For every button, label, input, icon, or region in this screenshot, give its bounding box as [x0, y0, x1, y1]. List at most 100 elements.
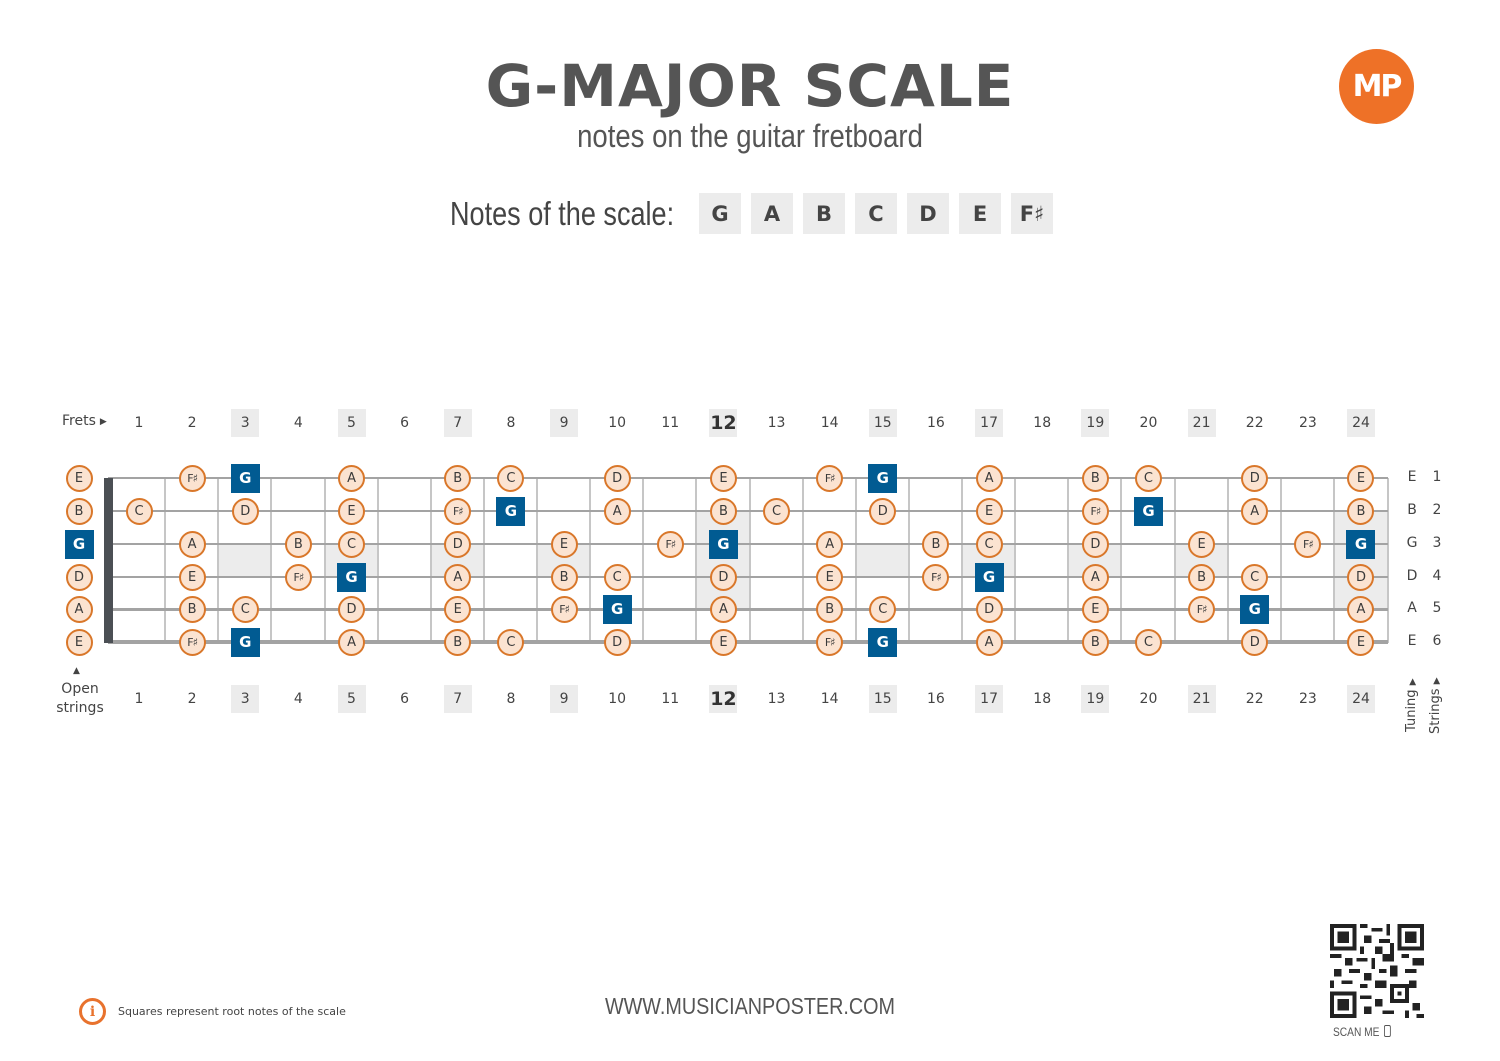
- scale-notes-label: Notes of the scale:: [450, 194, 675, 232]
- note-circle[interactable]: C: [1134, 464, 1162, 492]
- note-circle[interactable]: E: [178, 563, 206, 591]
- note-circle[interactable]: C: [231, 595, 259, 623]
- note-circle[interactable]: D: [975, 595, 1003, 623]
- note-circle[interactable]: B: [65, 497, 93, 525]
- fret-number: 20: [1139, 415, 1158, 431]
- note-circle[interactable]: A: [1081, 563, 1109, 591]
- note-circle[interactable]: D: [709, 563, 737, 591]
- note-circle[interactable]: B: [444, 464, 472, 492]
- note-circle[interactable]: E: [1188, 530, 1216, 558]
- note-circle[interactable]: C: [763, 497, 791, 525]
- scale-notes-row: Notes of the scale: G A B C D E F♯: [450, 193, 1053, 234]
- note-circle[interactable]: B: [816, 595, 844, 623]
- note-circle[interactable]: B: [709, 497, 737, 525]
- note-circle[interactable]: A: [1347, 595, 1375, 623]
- note-circle[interactable]: F♯: [178, 464, 206, 492]
- note-circle[interactable]: A: [975, 464, 1003, 492]
- note-circle[interactable]: D: [1347, 563, 1375, 591]
- root-note-square[interactable]: G: [602, 594, 632, 624]
- note-circle[interactable]: E: [65, 628, 93, 656]
- note-circle[interactable]: F♯: [922, 563, 950, 591]
- note-circle[interactable]: B: [444, 628, 472, 656]
- note-circle[interactable]: A: [975, 628, 1003, 656]
- note-circle[interactable]: D: [603, 628, 631, 656]
- note-circle[interactable]: B: [550, 563, 578, 591]
- note-circle[interactable]: D: [338, 595, 366, 623]
- note-circle[interactable]: E: [975, 497, 1003, 525]
- root-note-square[interactable]: G: [1346, 529, 1376, 559]
- note-circle[interactable]: B: [178, 595, 206, 623]
- note-circle[interactable]: E: [1347, 628, 1375, 656]
- note-circle[interactable]: C: [497, 628, 525, 656]
- note-circle[interactable]: D: [65, 563, 93, 591]
- root-note-square[interactable]: G: [337, 562, 367, 592]
- note-circle[interactable]: F♯: [178, 628, 206, 656]
- brand-logo[interactable]: MP: [1339, 49, 1414, 124]
- note-circle[interactable]: B: [1188, 563, 1216, 591]
- note-circle[interactable]: D: [869, 497, 897, 525]
- note-circle[interactable]: A: [816, 530, 844, 558]
- note-circle[interactable]: C: [869, 595, 897, 623]
- website-link[interactable]: WWW.MUSICIANPOSTER.COM: [604, 993, 896, 1019]
- root-note-square[interactable]: G: [708, 529, 738, 559]
- note-circle[interactable]: D: [1081, 530, 1109, 558]
- root-note-square[interactable]: G: [64, 529, 94, 559]
- note-circle[interactable]: D: [231, 497, 259, 525]
- note-circle[interactable]: E: [550, 530, 578, 558]
- note-circle[interactable]: F♯: [1188, 595, 1216, 623]
- note-circle[interactable]: C: [338, 530, 366, 558]
- root-note-square[interactable]: G: [974, 562, 1004, 592]
- note-circle[interactable]: D: [1241, 464, 1269, 492]
- note-circle[interactable]: D: [603, 464, 631, 492]
- note-circle[interactable]: B: [922, 530, 950, 558]
- root-note-square[interactable]: G: [230, 463, 260, 493]
- note-circle[interactable]: E: [444, 595, 472, 623]
- note-circle[interactable]: C: [603, 563, 631, 591]
- note-circle[interactable]: A: [603, 497, 631, 525]
- note-circle[interactable]: B: [284, 530, 312, 558]
- note-circle[interactable]: A: [338, 628, 366, 656]
- fret-number: 3: [231, 409, 260, 437]
- note-circle[interactable]: D: [444, 530, 472, 558]
- note-circle[interactable]: E: [709, 628, 737, 656]
- note-circle[interactable]: F♯: [816, 464, 844, 492]
- note-circle[interactable]: E: [1347, 464, 1375, 492]
- arrow-up-icon: ▲: [73, 666, 80, 676]
- note-circle[interactable]: A: [178, 530, 206, 558]
- note-circle[interactable]: B: [1081, 628, 1109, 656]
- note-circle[interactable]: E: [709, 464, 737, 492]
- note-circle[interactable]: E: [1081, 595, 1109, 623]
- note-circle[interactable]: F♯: [284, 563, 312, 591]
- note-circle[interactable]: E: [65, 464, 93, 492]
- qr-code[interactable]: [1330, 924, 1424, 1018]
- note-circle[interactable]: F♯: [816, 628, 844, 656]
- root-note-square[interactable]: G: [496, 496, 526, 526]
- note-circle[interactable]: A: [1241, 497, 1269, 525]
- note-circle[interactable]: E: [338, 497, 366, 525]
- root-note-square[interactable]: G: [868, 463, 898, 493]
- note-circle[interactable]: F♯: [444, 497, 472, 525]
- note-circle[interactable]: C: [1241, 563, 1269, 591]
- note-circle[interactable]: C: [497, 464, 525, 492]
- note-circle[interactable]: B: [1347, 497, 1375, 525]
- note-circle[interactable]: F♯: [1081, 497, 1109, 525]
- note-circle[interactable]: E: [816, 563, 844, 591]
- note-circle[interactable]: F♯: [656, 530, 684, 558]
- note-circle[interactable]: C: [975, 530, 1003, 558]
- note-circle[interactable]: F♯: [1294, 530, 1322, 558]
- root-note-square[interactable]: G: [1133, 496, 1163, 526]
- note-circle[interactable]: B: [1081, 464, 1109, 492]
- fret-number: 1: [134, 415, 144, 431]
- note-circle[interactable]: D: [1241, 628, 1269, 656]
- fret-number: 10: [608, 691, 627, 707]
- note-circle[interactable]: F♯: [550, 595, 578, 623]
- note-circle[interactable]: A: [709, 595, 737, 623]
- root-note-square[interactable]: G: [230, 627, 260, 657]
- root-note-square[interactable]: G: [1240, 594, 1270, 624]
- root-note-square[interactable]: G: [868, 627, 898, 657]
- note-circle[interactable]: A: [65, 595, 93, 623]
- note-circle[interactable]: A: [338, 464, 366, 492]
- note-circle[interactable]: C: [1134, 628, 1162, 656]
- note-circle[interactable]: C: [125, 497, 153, 525]
- note-circle[interactable]: A: [444, 563, 472, 591]
